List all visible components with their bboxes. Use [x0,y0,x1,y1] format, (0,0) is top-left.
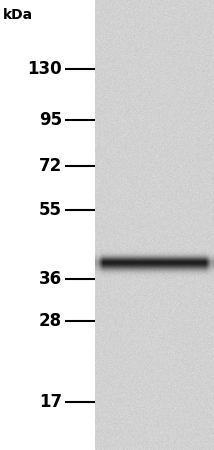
Text: 28: 28 [39,311,62,329]
Text: 36: 36 [39,270,62,288]
Text: 72: 72 [39,157,62,175]
Text: 95: 95 [39,112,62,130]
Text: 130: 130 [27,60,62,78]
Text: 17: 17 [39,393,62,411]
Text: 55: 55 [39,201,62,219]
Text: kDa: kDa [3,8,33,22]
